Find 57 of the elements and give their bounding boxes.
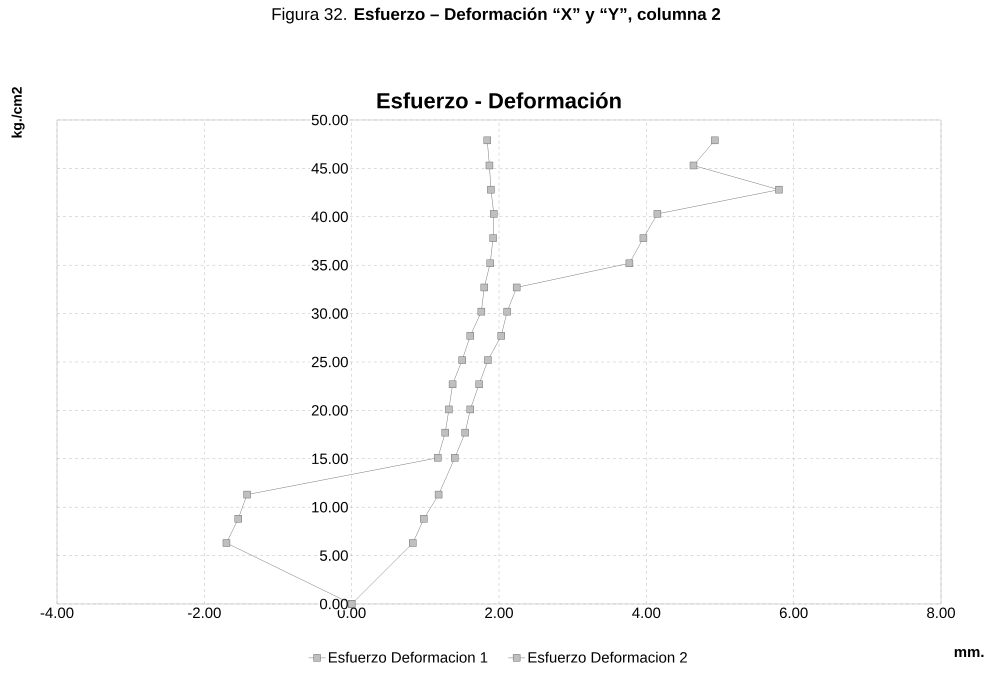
x-tick-label: 2.00 bbox=[485, 608, 513, 618]
point bbox=[458, 356, 466, 364]
point bbox=[489, 234, 497, 242]
point bbox=[466, 332, 474, 340]
point bbox=[445, 406, 453, 414]
point bbox=[480, 284, 488, 292]
y-tick-label: 5.00 bbox=[320, 550, 348, 561]
point bbox=[222, 539, 230, 547]
point bbox=[690, 162, 698, 170]
chart-subtitle: Figura 32. Esfuerzo – Deformación “X” y “Y”, columna 2 bbox=[272, 8, 720, 24]
point bbox=[490, 210, 498, 218]
x-tick-label: -4.00 bbox=[40, 608, 74, 618]
y-tick-label: 30.00 bbox=[312, 308, 348, 319]
point bbox=[466, 406, 474, 414]
point bbox=[434, 490, 442, 498]
point bbox=[451, 454, 459, 462]
point bbox=[711, 136, 719, 144]
legend-label: Esfuerzo Deformacion 1 bbox=[328, 652, 488, 663]
point bbox=[420, 515, 428, 522]
x-tick-label: 6.00 bbox=[780, 608, 808, 618]
point bbox=[626, 260, 634, 267]
point bbox=[409, 539, 417, 547]
point bbox=[487, 186, 495, 194]
y-tick-label: 35.00 bbox=[312, 260, 348, 270]
point bbox=[512, 284, 520, 292]
y-tick-label: 40.00 bbox=[311, 211, 348, 222]
point bbox=[461, 428, 469, 436]
point bbox=[498, 332, 505, 340]
point bbox=[478, 308, 486, 316]
x-tick-label: 8.00 bbox=[927, 608, 955, 618]
point bbox=[486, 260, 494, 267]
y-axis-title: kg./cm2 bbox=[12, 87, 25, 138]
point bbox=[654, 210, 662, 218]
point bbox=[640, 234, 648, 242]
chart-title: Esfuerzo - Deformación bbox=[377, 92, 621, 108]
x-axis-title: mm. bbox=[954, 648, 984, 658]
point bbox=[475, 380, 483, 388]
point bbox=[234, 515, 242, 522]
point bbox=[442, 428, 449, 436]
point bbox=[243, 490, 251, 498]
x-tick-label: -2.00 bbox=[188, 608, 221, 618]
y-tick-label: 20.00 bbox=[312, 405, 348, 416]
point bbox=[448, 380, 456, 388]
y-tick-label: 10.00 bbox=[312, 502, 348, 512]
point bbox=[434, 454, 442, 462]
x-tick-label: 4.00 bbox=[632, 608, 660, 618]
y-tick-label: 45.00 bbox=[311, 163, 348, 174]
y-tick-label: 25.00 bbox=[312, 356, 348, 368]
point bbox=[484, 136, 491, 144]
point bbox=[775, 186, 783, 194]
point bbox=[486, 162, 494, 170]
y-tick-label: 15.00 bbox=[312, 453, 348, 464]
y-tick-label: 50.00 bbox=[312, 114, 348, 126]
y-tick-label: 0.00 bbox=[320, 598, 348, 610]
legend-label: Esfuerzo Deformacion 2 bbox=[528, 652, 687, 663]
point bbox=[503, 308, 511, 316]
point bbox=[484, 356, 492, 364]
